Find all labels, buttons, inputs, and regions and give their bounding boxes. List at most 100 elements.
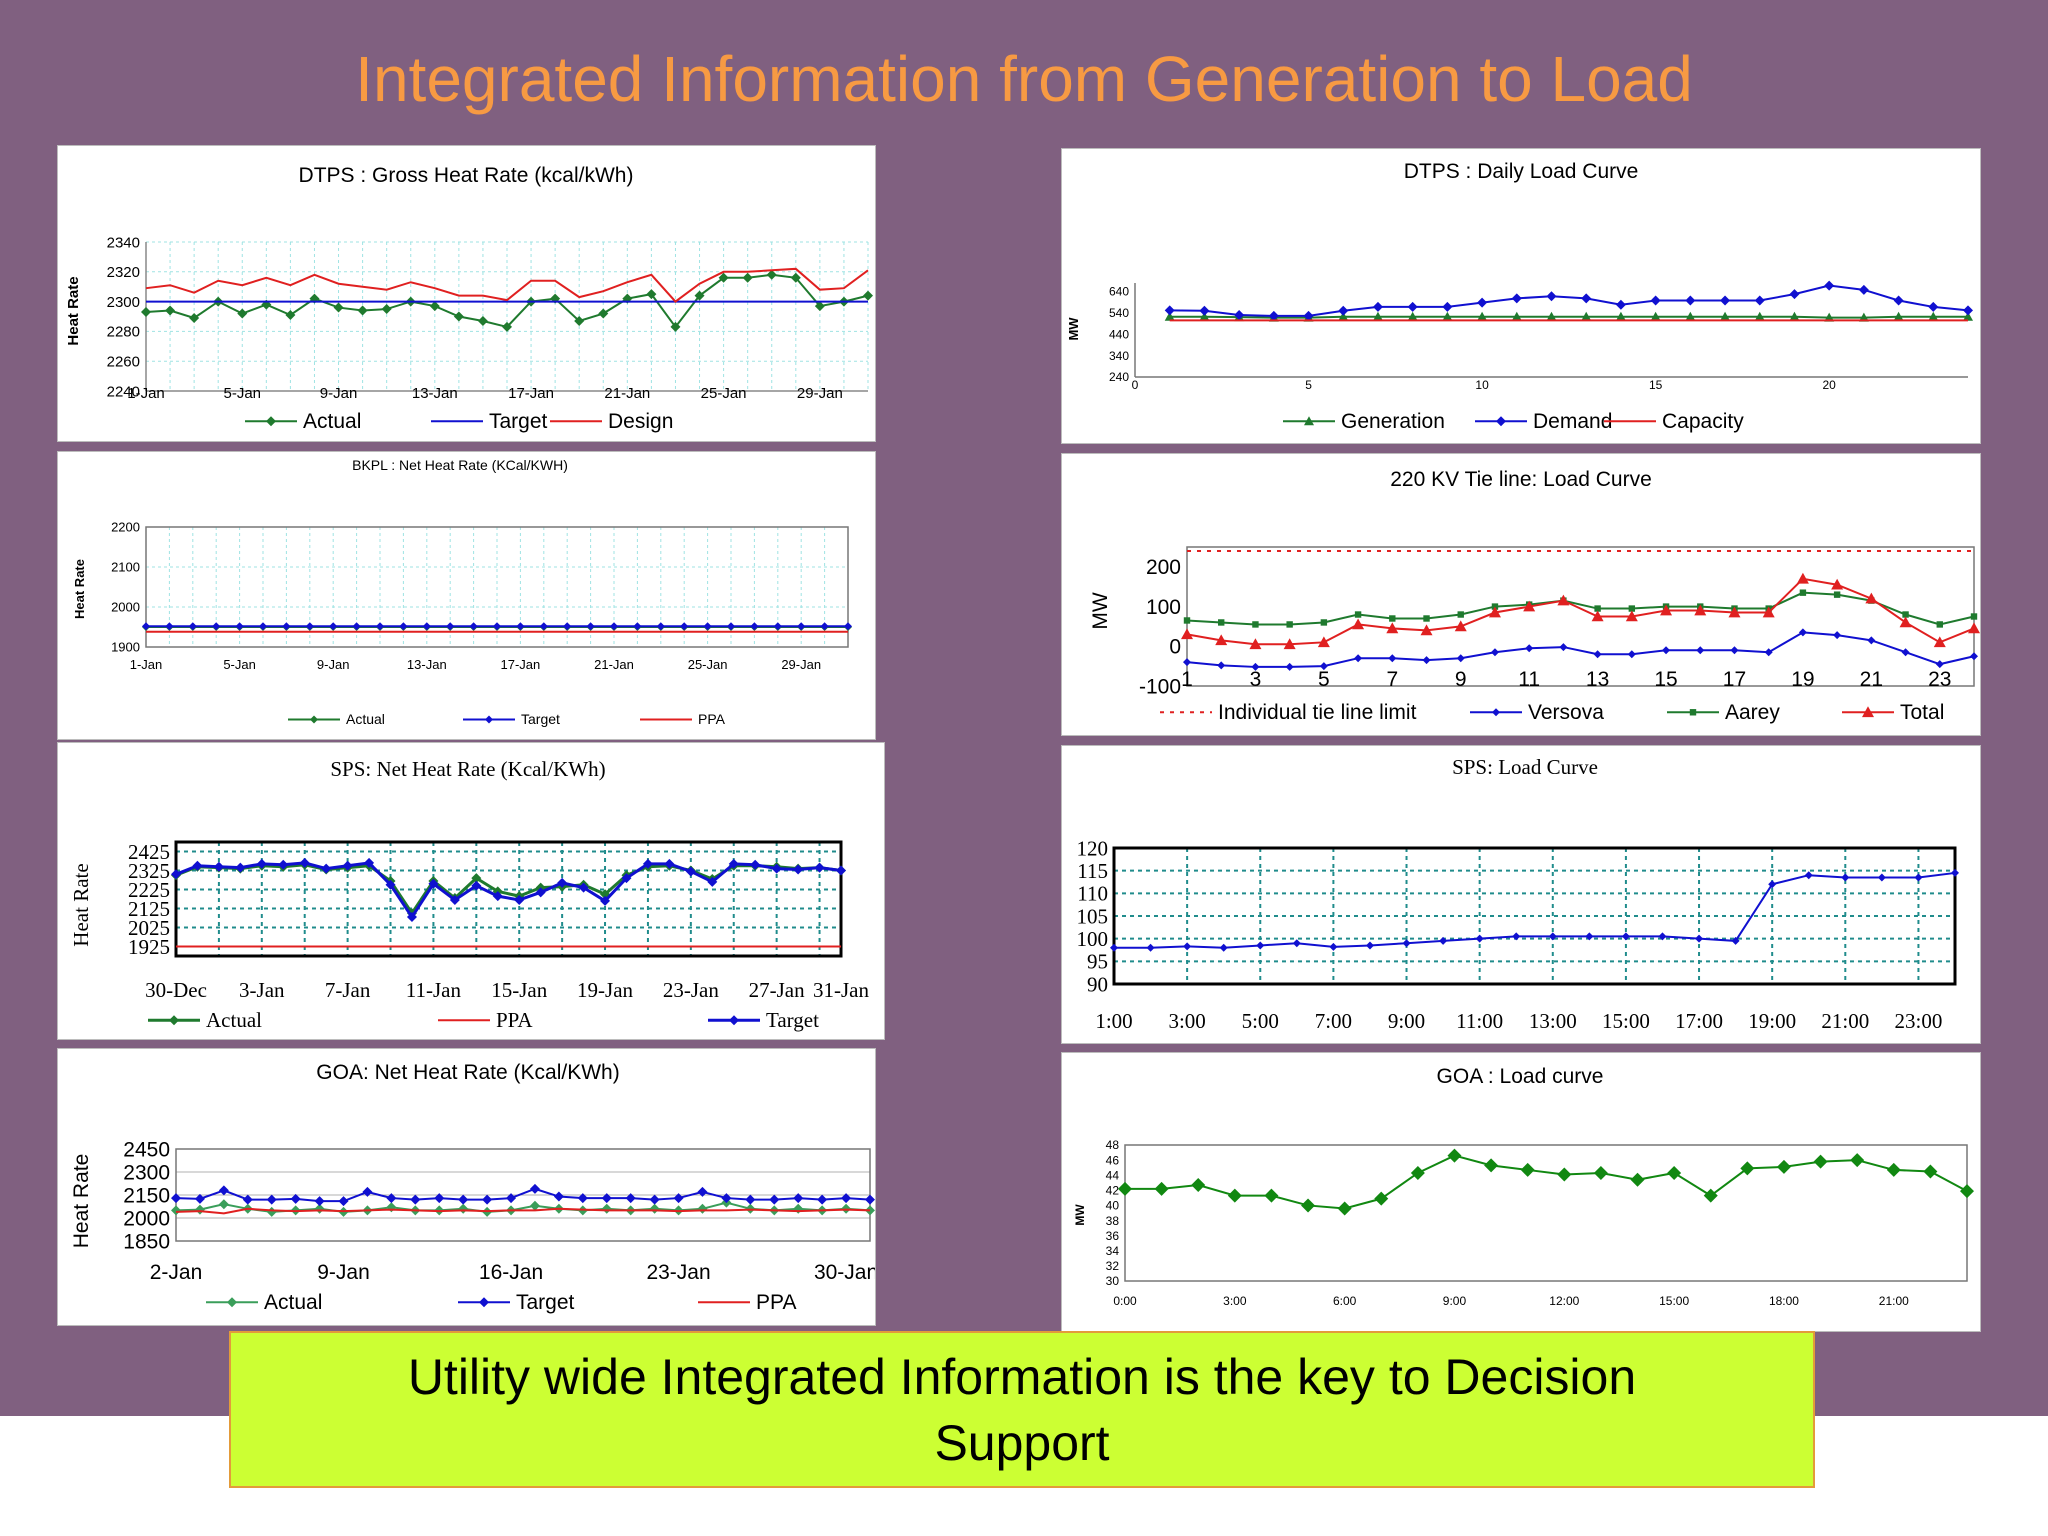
data-point	[790, 272, 801, 283]
x-tick-label: 23-Jan	[646, 1261, 710, 1284]
data-point	[493, 622, 501, 631]
data-point	[1867, 636, 1876, 645]
data-point	[171, 1205, 181, 1216]
x-tick-label: 21-Jan	[604, 385, 650, 402]
y-tick-label: 2025	[128, 916, 170, 940]
data-point	[1804, 871, 1813, 880]
data-point	[529, 1183, 540, 1194]
data-point	[1407, 311, 1418, 321]
data-point	[1407, 301, 1418, 312]
series-line-load	[1114, 871, 1956, 949]
data-point	[844, 622, 852, 631]
x-tick-label: 19:00	[1748, 1009, 1796, 1033]
y-axis-label: Heat Rate	[69, 863, 93, 946]
legend-label: Actual	[264, 1291, 322, 1314]
x-tick-label: 13:00	[1529, 1009, 1577, 1033]
legend-label: PPA	[698, 711, 726, 727]
chart-title: SPS: Load Curve	[1452, 755, 1598, 779]
data-point	[422, 622, 431, 631]
data-point	[1512, 932, 1521, 941]
data-point	[1354, 611, 1362, 618]
data-point	[728, 858, 739, 869]
data-point	[1730, 646, 1739, 655]
data-point	[1768, 880, 1777, 889]
data-point	[1442, 301, 1453, 312]
y-tick-label: 2240	[107, 383, 140, 400]
data-point	[1490, 648, 1499, 657]
x-tick-label: 9-Jan	[317, 657, 350, 672]
data-point	[1650, 311, 1661, 321]
data-point	[1423, 615, 1430, 622]
plot-frame	[1112, 846, 1957, 986]
x-tick-label: 12:00	[1549, 1294, 1579, 1308]
data-point	[516, 622, 525, 631]
data-point	[449, 894, 460, 905]
data-point	[428, 878, 439, 889]
x-tick-label: 2-Jan	[150, 1261, 203, 1284]
series-line-generation	[1169, 315, 1968, 319]
data-point	[458, 1194, 469, 1205]
data-point	[707, 876, 718, 887]
x-tick-label: 1	[1181, 668, 1193, 691]
data-point	[694, 290, 705, 301]
x-tick-label: 1-Jan	[127, 385, 165, 402]
data-point	[1301, 1198, 1316, 1213]
y-tick-label: 95	[1087, 950, 1108, 974]
x-tick-label: 19	[1791, 668, 1814, 691]
data-point	[1899, 616, 1912, 628]
data-point	[793, 864, 804, 875]
data-point	[1456, 654, 1465, 663]
legend-label: Versova	[1528, 701, 1604, 724]
x-tick-label: 7	[1386, 668, 1398, 691]
data-point	[1667, 1165, 1682, 1180]
data-point	[1520, 1162, 1535, 1177]
data-point	[1928, 311, 1939, 321]
data-point	[194, 1204, 205, 1215]
x-tick-label: 9:00	[1388, 1009, 1425, 1033]
data-point	[1798, 628, 1807, 637]
y-tick-label: 2125	[128, 897, 170, 921]
data-point	[771, 863, 782, 874]
legend-label: Demand	[1533, 410, 1612, 433]
data-point	[1442, 311, 1453, 321]
data-point	[410, 1194, 421, 1205]
x-tick-label: 5	[1305, 378, 1312, 392]
data-point	[290, 1193, 301, 1204]
data-point	[453, 311, 464, 322]
data-point	[1660, 604, 1673, 616]
chart-title: SPS: Net Heat Rate (Kcal/KWh)	[330, 757, 605, 781]
data-point	[633, 622, 642, 631]
series-line-design	[145, 267, 869, 303]
tie-line-svg: 220 KV Tie line: Load Curve MW -100 0 100 2…	[1089, 468, 1980, 724]
data-point	[285, 310, 296, 321]
x-tick-label: 9-Jan	[320, 385, 358, 402]
data-point	[1886, 1162, 1901, 1177]
data-point	[1695, 934, 1704, 943]
x-tick-label: 25-Jan	[701, 385, 747, 402]
data-point	[314, 1203, 325, 1214]
data-point	[1630, 1172, 1645, 1187]
data-point	[1447, 1148, 1462, 1163]
y-tick-label: 1850	[123, 1230, 170, 1253]
legend-label: Target	[489, 410, 548, 433]
y-tick-label: 340	[1109, 349, 1129, 363]
data-point	[817, 1194, 828, 1205]
data-point	[342, 860, 353, 871]
y-tick-label: 200	[1146, 556, 1181, 579]
data-point	[1754, 295, 1765, 306]
data-point	[1581, 293, 1592, 304]
data-point	[1319, 662, 1328, 671]
data-point	[1338, 305, 1349, 316]
data-point	[171, 869, 181, 880]
y-tick-label: 38	[1106, 1214, 1120, 1228]
data-point	[1703, 1188, 1718, 1203]
y-tick-label: 110	[1077, 882, 1108, 906]
data-point	[820, 622, 829, 631]
data-point	[1154, 1181, 1169, 1196]
y-tick-label: 2000	[111, 600, 140, 615]
data-point	[1285, 662, 1294, 671]
data-point	[539, 622, 548, 631]
legend-marker	[310, 715, 318, 724]
data-point	[1901, 648, 1910, 657]
x-tick-label: 9:00	[1443, 1294, 1467, 1308]
